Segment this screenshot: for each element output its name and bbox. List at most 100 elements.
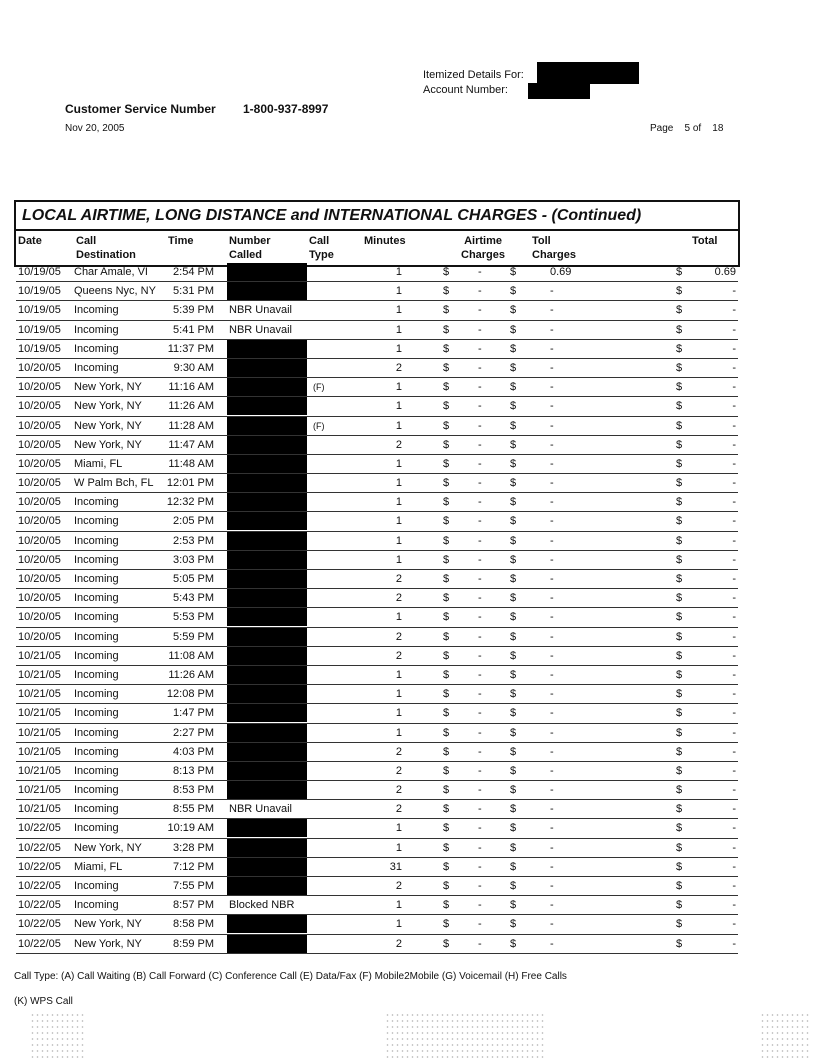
currency-symbol: $	[510, 304, 517, 317]
redacted-number	[227, 646, 307, 665]
cell-dest: Miami, FL	[74, 457, 123, 470]
col-call-type: Call Type	[309, 235, 334, 261]
cell-minutes: 2	[395, 630, 402, 643]
currency-symbol: $	[443, 649, 450, 662]
currency-symbol: $	[510, 266, 517, 278]
currency-symbol: $	[510, 860, 517, 873]
cell-dest: Incoming	[74, 323, 119, 336]
cell-total: -	[732, 649, 736, 662]
cell-toll: -	[550, 285, 554, 298]
cell-airtime: -	[478, 438, 482, 451]
cell-total: -	[732, 304, 736, 317]
cell-date: 10/22/05	[18, 937, 61, 950]
cell-dest: New York, NY	[74, 419, 142, 432]
cell-airtime: -	[478, 553, 482, 566]
col-minutes: Minutes	[364, 235, 406, 247]
cell-total: -	[732, 880, 736, 892]
table-row: 10/21/05 Incoming 1:47 PM 1 $ - $ - $ -	[16, 704, 738, 724]
cell-date: 10/21/05	[18, 726, 61, 739]
cell-date: 10/20/05	[18, 457, 61, 470]
currency-symbol: $	[676, 784, 683, 797]
table-row: 10/22/05 Incoming 8:57 PM Blocked NBR 1 $ - $ - $…	[16, 896, 738, 916]
redacted-number	[227, 589, 307, 608]
cell-minutes: 1	[395, 553, 402, 566]
cell-airtime: -	[478, 784, 482, 797]
cell-toll: -	[550, 668, 554, 681]
cell-airtime: -	[478, 400, 482, 413]
table-row: 10/21/05 Incoming 8:53 PM 2 $ - $ - $ -	[16, 781, 738, 801]
cell-dest: Incoming	[74, 361, 119, 374]
cell-time: 8:13 PM	[173, 764, 214, 777]
currency-symbol: $	[510, 534, 517, 547]
cell-airtime: -	[478, 764, 482, 777]
cell-time: 11:16 AM	[168, 381, 214, 394]
cell-date: 10/22/05	[18, 899, 61, 912]
redacted-number	[227, 665, 307, 684]
cell-total: -	[732, 726, 736, 739]
currency-symbol: $	[510, 611, 517, 624]
currency-symbol: $	[510, 553, 517, 566]
redacted-account-number	[528, 83, 590, 99]
cell-minutes: 1	[395, 668, 402, 681]
col-destination: Call Destination	[76, 235, 136, 261]
cell-airtime: -	[478, 822, 482, 835]
scan-noise	[760, 1012, 810, 1060]
redacted-number	[227, 378, 307, 397]
cell-time: 11:48 AM	[168, 457, 214, 470]
redacted-number	[227, 781, 307, 800]
cell-date: 10/21/05	[18, 764, 61, 777]
cell-time: 2:53 PM	[173, 534, 214, 547]
cell-date: 10/20/05	[18, 573, 61, 585]
cell-total: -	[732, 381, 736, 394]
currency-symbol: $	[443, 457, 450, 470]
currency-symbol: $	[443, 688, 450, 701]
cell-total: -	[732, 860, 736, 873]
cell-total: 0.69	[714, 266, 736, 278]
cell-date: 10/20/05	[18, 381, 61, 394]
redacted-number	[227, 857, 307, 876]
currency-symbol: $	[443, 899, 450, 912]
currency-symbol: $	[676, 707, 683, 720]
currency-symbol: $	[676, 880, 683, 892]
currency-symbol: $	[510, 573, 517, 585]
table-row: 10/21/05 Incoming 8:55 PM NBR Unavail 2 $ - $ - $…	[16, 800, 738, 820]
cell-toll: 0.69	[550, 266, 572, 278]
cell-minutes: 2	[395, 937, 402, 950]
currency-symbol: $	[510, 822, 517, 835]
cell-date: 10/21/05	[18, 668, 61, 681]
col-time: Time	[168, 235, 194, 247]
currency-symbol: $	[676, 822, 683, 835]
currency-symbol: $	[443, 323, 450, 336]
table-row: 10/20/05 Incoming 2:53 PM 1 $ - $ - $ -	[16, 531, 738, 551]
currency-symbol: $	[676, 534, 683, 547]
cell-airtime: -	[478, 457, 482, 470]
cell-time: 11:37 PM	[167, 342, 214, 355]
cell-total: -	[732, 361, 736, 374]
cell-airtime: -	[478, 592, 482, 605]
currency-symbol: $	[676, 745, 683, 758]
cell-type: (F)	[313, 420, 325, 431]
cell-total: -	[732, 534, 736, 547]
cell-time: 4:03 PM	[173, 745, 214, 758]
cell-total: -	[732, 438, 736, 451]
cell-date: 10/20/05	[18, 611, 61, 624]
cell-time: 5:59 PM	[173, 630, 214, 643]
cell-time: 8:58 PM	[173, 918, 214, 931]
currency-symbol: $	[676, 438, 683, 451]
itemized-details-label: Itemized Details For:	[423, 69, 524, 81]
cell-airtime: -	[478, 918, 482, 931]
cell-toll: -	[550, 726, 554, 739]
cell-minutes: 1	[395, 304, 402, 317]
cell-toll: -	[550, 688, 554, 701]
redacted-number	[227, 877, 307, 895]
redacted-number	[227, 723, 307, 742]
cell-date: 10/20/05	[18, 515, 61, 528]
redacted-number	[227, 282, 307, 301]
cell-date: 10/20/05	[18, 592, 61, 605]
currency-symbol: $	[443, 822, 450, 835]
statement-date: Nov 20, 2005	[65, 123, 125, 134]
table-row: 10/20/05 Incoming 5:53 PM 1 $ - $ - $ -	[16, 608, 738, 628]
cell-time: 5:31 PM	[173, 285, 214, 298]
cell-time: 11:08 AM	[168, 649, 214, 662]
cell-total: -	[732, 553, 736, 566]
